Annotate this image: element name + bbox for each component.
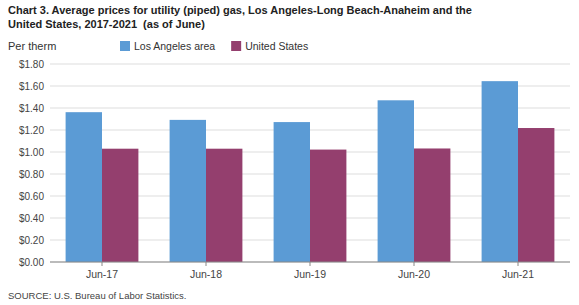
legend-label: Los Angeles area [134,40,215,52]
x-tick [310,262,311,266]
chart: Chart 3. Average prices for utility (pip… [0,0,579,305]
bar [66,112,102,262]
legend-label: United States [245,40,308,52]
y-tick-label: $1.20 [19,125,44,136]
legend-swatch [231,41,241,51]
y-tick-label: $1.80 [19,59,44,70]
bars [66,81,555,262]
y-axis-label: Per therm [8,40,56,52]
x-tick-label: Jun-21 [502,268,534,280]
bar [274,122,310,262]
x-tick [206,262,207,266]
y-tick-label: $1.60 [19,81,44,92]
y-tick-label: $1.00 [19,147,44,158]
title: Chart 3. Average prices for utility (pip… [8,4,472,30]
legend: Los Angeles area United States [120,40,308,52]
y-tick-label: $0.40 [19,213,44,224]
y-tick-label: $0.00 [19,257,44,268]
bar [102,149,138,262]
y-tick-label: $1.40 [19,103,44,114]
bar [310,150,346,262]
bar [414,148,450,262]
x-tick-label: Jun-20 [398,268,430,280]
grid [50,64,570,262]
x-tick-label: Jun-18 [190,268,222,280]
x-tick-label: Jun-19 [294,268,326,280]
x-tick-label: Jun-17 [86,268,118,280]
bar [170,120,206,262]
x-tick [518,262,519,266]
y-tick-label: $0.20 [19,235,44,246]
legend-swatch [120,41,130,51]
bar [518,128,554,262]
bar [206,149,242,262]
x-tick [102,262,103,266]
y-tick-label: $0.80 [19,169,44,180]
source: SOURCE: U.S. Bureau of Labor Statistics. [8,290,186,301]
title-line: United States, 2017-2021 (as of June) [8,18,205,30]
x-tick [414,262,415,266]
grid-line [50,64,570,65]
bar [378,100,414,262]
bar [482,81,518,262]
title-line: Chart 3. Average prices for utility (pip… [8,4,472,16]
y-tick-label: $0.60 [19,191,44,202]
